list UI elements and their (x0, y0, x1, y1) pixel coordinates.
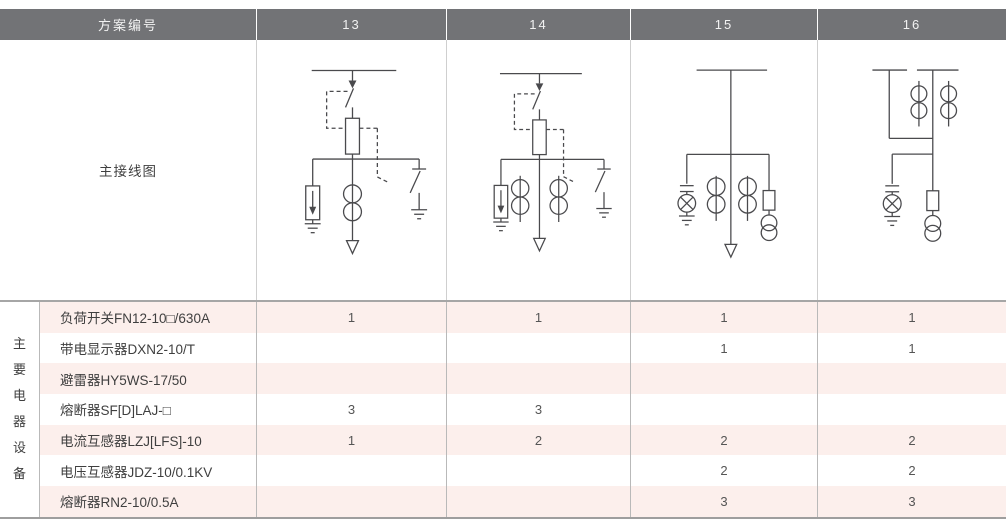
schematic-cell-15 (631, 40, 818, 300)
equipment-name: 电流互感器LZJ[LFS]-10 (40, 424, 257, 456)
main-wiring-diagram-row: 主接线图 (0, 40, 1006, 302)
equipment-name: 负荷开关FN12-10□/630A (40, 302, 257, 333)
equipment-qty (818, 363, 1006, 394)
equipment-table: 主要电器设备 负荷开关FN12-10□/630A 1 1 1 1 带电显示器DX… (0, 302, 1006, 519)
table-row: 带电显示器DXN2-10/T 1 1 (40, 332, 1006, 364)
scheme-14-header: 14 (447, 9, 631, 40)
equipment-group-label: 主要电器设备 (12, 336, 26, 482)
equipment-qty (257, 332, 447, 364)
equipment-qty: 2 (631, 424, 818, 456)
equipment-qty: 1 (908, 340, 916, 356)
equipment-qty: 3 (257, 394, 447, 425)
schematic-diagram-16 (872, 69, 959, 242)
equipment-qty: 1 (631, 302, 818, 333)
equipment-qty (257, 455, 447, 487)
equipment-qty (447, 486, 631, 517)
equipment-qty: 2 (908, 432, 916, 448)
equipment-name: 避雷器HY5WS-17/50 (40, 363, 257, 395)
main-wiring-diagram-label: 主接线图 (0, 40, 257, 300)
equipment-name: 电压互感器JDZ-10/0.1KV (40, 455, 257, 487)
equipment-qty (631, 394, 818, 425)
equipment-qty: 2 (908, 463, 916, 479)
equipment-qty (257, 486, 447, 517)
equipment-group-cell: 主要电器设备 (0, 302, 40, 517)
table-row: 负荷开关FN12-10□/630A 1 1 1 1 (40, 302, 1006, 333)
table-header-row: 方案编号 13 14 15 16 (0, 9, 1006, 40)
table-row: 熔断器RN2-10/0.5A 3 3 (40, 486, 1006, 517)
equipment-qty: 3 (908, 493, 916, 509)
schematic-diagram-15 (677, 69, 778, 259)
table-row: 电压互感器JDZ-10/0.1KV 2 2 (40, 455, 1006, 487)
equipment-qty: 1 (257, 424, 447, 456)
table-row: 避雷器HY5WS-17/50 (40, 363, 1006, 395)
schematic-diagram-13 (304, 69, 428, 256)
equipment-name: 熔断器RN2-10/0.5A (40, 486, 257, 517)
scheme-16-header: 16 (902, 17, 922, 32)
table-row: 电流互感器LZJ[LFS]-10 1 2 2 2 (40, 424, 1006, 456)
equipment-name: 熔断器SF[D]LAJ-□ (40, 394, 257, 425)
equipment-qty: 2 (631, 455, 818, 487)
equipment-name: 带电显示器DXN2-10/T (40, 332, 257, 364)
schematic-diagram-14 (493, 73, 612, 253)
schematic-cell-14 (447, 40, 631, 300)
equipment-qty (447, 363, 631, 395)
equipment-qty (257, 363, 447, 395)
equipment-qty (447, 332, 631, 364)
equipment-qty: 2 (447, 424, 631, 456)
equipment-qty: 1 (631, 332, 818, 364)
scheme-number-header: 方案编号 (0, 9, 257, 40)
table-row: 熔断器SF[D]LAJ-□ 3 3 (40, 394, 1006, 425)
scheme-13-header: 13 (257, 9, 447, 40)
equipment-qty: 3 (447, 394, 631, 425)
equipment-qty (447, 455, 631, 487)
schematic-cell-13 (257, 40, 447, 300)
equipment-rows: 负荷开关FN12-10□/630A 1 1 1 1 带电显示器DXN2-10/T… (40, 302, 1006, 517)
scheme-15-header: 15 (631, 9, 818, 40)
equipment-qty (818, 394, 1006, 425)
equipment-qty: 1 (908, 309, 916, 325)
equipment-qty: 1 (447, 302, 631, 333)
equipment-qty (631, 363, 818, 395)
schematic-cell-16 (818, 40, 1006, 300)
equipment-qty: 1 (257, 302, 447, 333)
equipment-qty: 3 (631, 486, 818, 517)
